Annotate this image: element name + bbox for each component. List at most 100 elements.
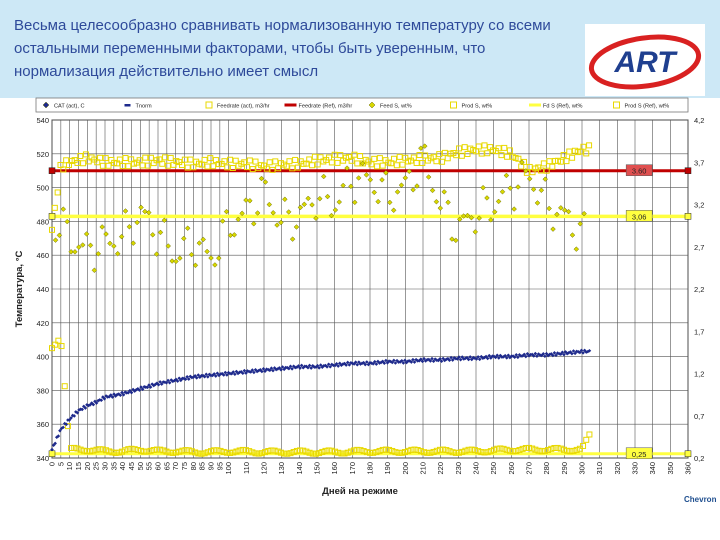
prod-s-point xyxy=(583,436,590,443)
prod-s-point xyxy=(204,449,211,456)
prod-s-point xyxy=(516,447,523,454)
cat-act-point xyxy=(462,357,466,361)
cat-act-point xyxy=(409,360,414,364)
cat-act-point xyxy=(158,380,162,384)
cat-act-point xyxy=(268,368,272,373)
feedrate-act-point xyxy=(549,163,556,170)
y-tick-label: 460 xyxy=(36,251,49,260)
cat-act-point xyxy=(325,365,329,369)
cat-act-point xyxy=(123,390,127,395)
prod-s-point xyxy=(526,444,532,451)
prod-s-point xyxy=(338,450,345,457)
prod-s-point xyxy=(449,449,456,456)
prod-s-point xyxy=(185,447,192,454)
cat-act-point xyxy=(304,364,309,369)
prod-s-point xyxy=(459,448,466,455)
cat-act-point xyxy=(512,355,517,360)
x-tick-label: 80 xyxy=(189,462,198,470)
cat-act-point xyxy=(201,373,205,378)
x-tick-label: 280 xyxy=(542,462,551,475)
feed-s-point xyxy=(309,202,315,208)
cat-act-point xyxy=(544,351,549,356)
prod-s-point xyxy=(573,446,580,453)
prod-s-point xyxy=(538,448,545,455)
prod-s-point xyxy=(55,337,62,344)
feed-s-point xyxy=(565,208,572,215)
cat-act-point xyxy=(396,360,401,364)
prod-s-point xyxy=(230,449,237,456)
reference-value-label: 0,25 xyxy=(632,450,647,459)
prod-s-point xyxy=(373,449,380,456)
cat-act-point xyxy=(97,398,102,402)
feed-s-point xyxy=(558,205,564,211)
feedrate-act-point xyxy=(102,155,109,162)
feed-s-point xyxy=(142,208,148,215)
x-tick-label: 190 xyxy=(383,462,392,475)
feed-s-point xyxy=(511,206,517,212)
prod-s-point xyxy=(52,341,59,348)
cat-act-point xyxy=(94,401,99,405)
cat-act-point xyxy=(306,365,310,370)
prod-s-point xyxy=(363,449,370,456)
prod-s-point xyxy=(389,447,396,454)
prod-s-point xyxy=(188,448,195,455)
cat-act-point xyxy=(288,364,293,369)
cat-act-point xyxy=(255,369,259,374)
cat-act-point xyxy=(562,352,566,357)
feedrate-act-point xyxy=(396,153,403,160)
feed-s-point xyxy=(554,211,560,218)
prod-s-point xyxy=(284,450,291,457)
cat-act-point xyxy=(191,375,196,379)
feedrate-act-point xyxy=(80,160,87,167)
prod-s-point xyxy=(367,449,373,456)
feedrate-act-point xyxy=(74,159,81,166)
cat-act-point xyxy=(217,373,221,378)
prod-s-point xyxy=(242,447,249,454)
feed-s-point xyxy=(52,237,59,243)
y-axis-label: Температура, °С xyxy=(14,251,25,328)
cat-act-point xyxy=(571,349,576,353)
prod-s-point xyxy=(471,447,478,454)
feedrate-act-point xyxy=(116,156,123,163)
cat-act-point xyxy=(511,354,515,358)
feedrate-act-point xyxy=(481,142,488,149)
prod-s-point xyxy=(500,445,507,452)
reference-endpoint xyxy=(684,213,692,220)
feed-s-point xyxy=(499,189,506,195)
feed-s-point xyxy=(196,240,203,246)
x-tick-label: 25 xyxy=(92,462,101,470)
prod-s-point xyxy=(303,448,310,455)
cat-act-point xyxy=(377,361,382,365)
cat-act-point xyxy=(107,394,112,399)
prod-s-point xyxy=(354,446,361,453)
feed-s-point xyxy=(433,198,440,205)
feedrate-act-point xyxy=(515,155,522,162)
logo-text: ART xyxy=(613,46,678,79)
feed-s-point xyxy=(324,193,331,200)
feed-s-point xyxy=(239,210,245,217)
feed-s-point xyxy=(355,175,362,181)
cat-act-point xyxy=(457,355,461,359)
feed-s-point xyxy=(538,187,545,193)
legend-label: Feedrate (act), m3/hr xyxy=(217,104,270,110)
cat-act-point xyxy=(551,353,555,358)
prod-s-point xyxy=(198,450,205,457)
x-tick-label: 220 xyxy=(436,462,445,475)
cat-act-point xyxy=(578,350,582,355)
feed-s-point xyxy=(398,182,405,188)
cat-act-point xyxy=(374,362,379,366)
feed-s-point xyxy=(130,240,137,246)
cat-act-point xyxy=(344,363,348,367)
cat-act-point xyxy=(174,377,178,382)
prod-s-point xyxy=(287,450,294,457)
prod-s-point xyxy=(560,446,567,453)
cat-act-point xyxy=(473,356,477,361)
y-tick-label: 420 xyxy=(36,319,49,328)
feed-s-point xyxy=(223,208,230,215)
cat-act-point xyxy=(372,359,377,364)
prod-s-point xyxy=(570,447,577,454)
cat-act-point xyxy=(183,377,188,382)
cat-act-point xyxy=(102,396,107,401)
feed-s-point xyxy=(122,208,129,214)
cat-act-point xyxy=(365,360,369,364)
